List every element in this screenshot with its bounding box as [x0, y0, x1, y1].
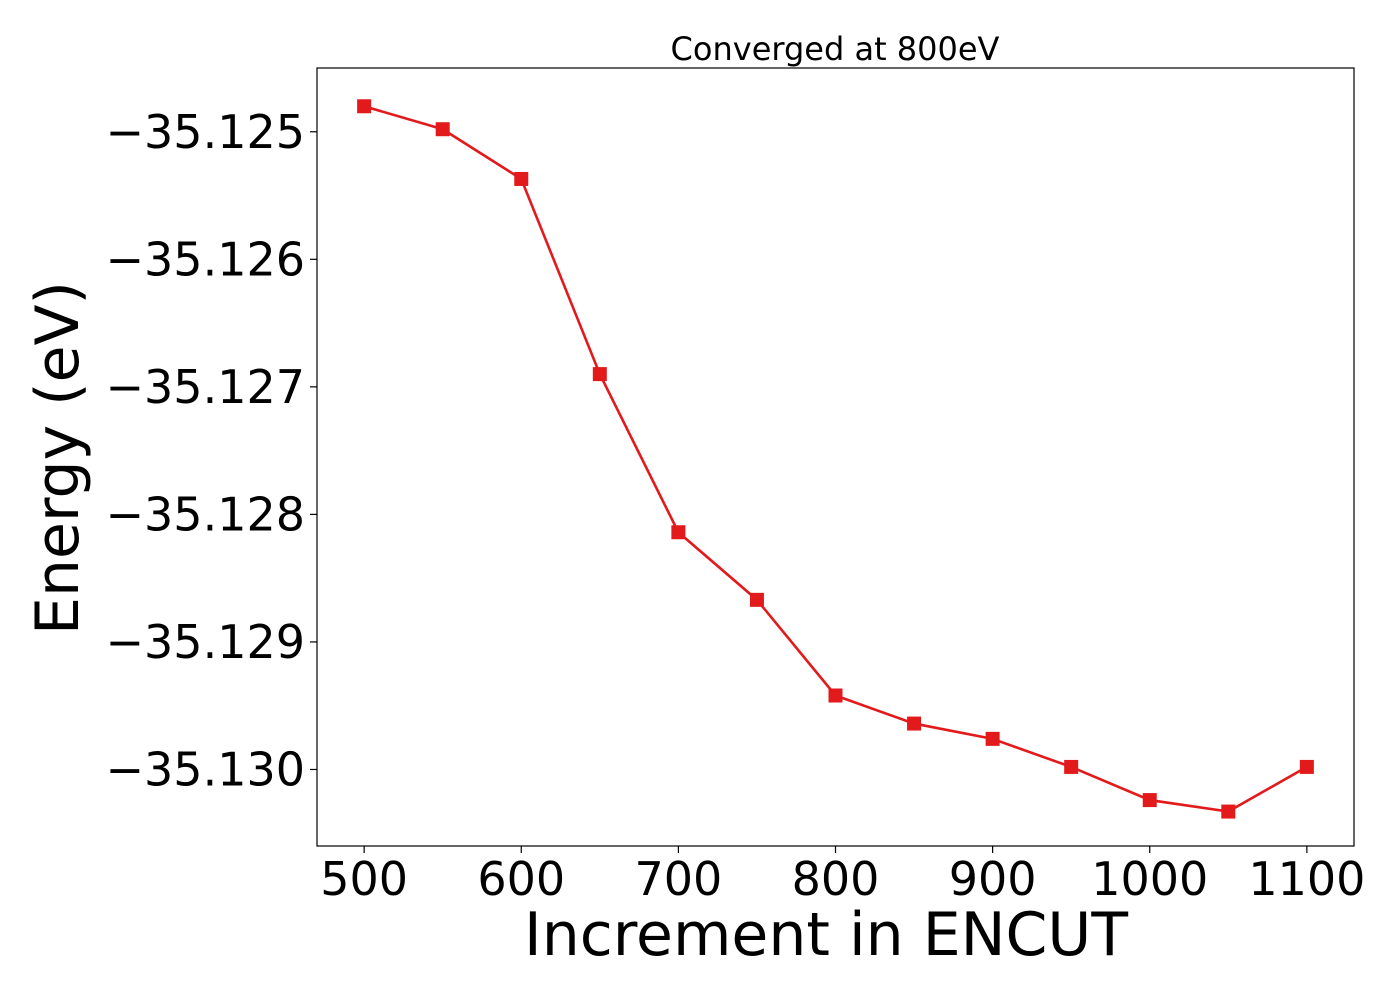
x-tick-label: 1000 [1091, 852, 1208, 906]
y-tick-label: −35.126 [106, 232, 306, 286]
x-tick-label: 1100 [1248, 852, 1365, 906]
data-point [1299, 759, 1314, 774]
data-point [1064, 759, 1079, 774]
y-tick-label: −35.130 [106, 742, 306, 796]
x-tick-label: 800 [792, 852, 880, 906]
data-point [1221, 804, 1236, 819]
data-point [985, 731, 1000, 746]
x-axis: 500 600 700 800 900 1000 1100 [320, 846, 1365, 906]
x-axis-title: Increment in ENCUT [524, 900, 1128, 970]
y-tick-label: −35.125 [106, 105, 306, 159]
data-point [1142, 793, 1157, 808]
chart-title: Converged at 800eV [671, 30, 1000, 68]
y-tick-label: −35.128 [106, 487, 306, 541]
y-axis: −35.125 −35.126 −35.127 −35.128 −35.129 −35.1… [106, 105, 317, 796]
x-tick-label: 900 [949, 852, 1037, 906]
y-tick-label: −35.127 [106, 360, 306, 414]
data-point [828, 688, 843, 703]
series-layer [357, 99, 1314, 819]
x-tick-label: 700 [634, 852, 722, 906]
data-point [357, 99, 372, 114]
y-tick-label: −35.129 [106, 615, 306, 669]
data-point [435, 122, 450, 137]
data-point [907, 716, 922, 731]
x-tick-label: 600 [477, 852, 565, 906]
y-axis-title: Energy (eV) [23, 281, 93, 635]
data-point [592, 367, 607, 382]
data-point [514, 171, 529, 186]
data-point [671, 525, 686, 540]
data-point [749, 592, 764, 607]
x-tick-label: 500 [320, 852, 408, 906]
